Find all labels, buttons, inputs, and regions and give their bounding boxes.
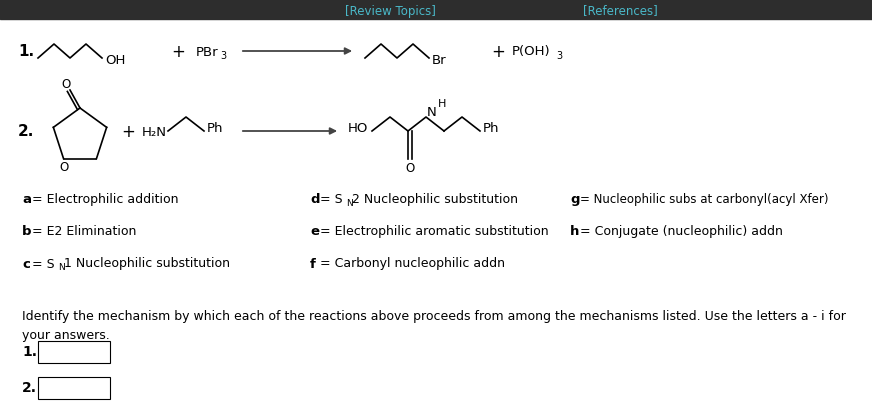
Text: Ph: Ph <box>483 122 500 135</box>
Text: g: g <box>570 193 580 206</box>
Text: Identify the mechanism by which each of the reactions above proceeds from among : Identify the mechanism by which each of … <box>22 309 846 341</box>
Text: 1.: 1. <box>22 344 37 358</box>
Text: P(OH): P(OH) <box>512 45 550 58</box>
Text: 3: 3 <box>556 51 562 61</box>
Text: 1 Nucleophilic substitution: 1 Nucleophilic substitution <box>64 257 230 270</box>
Text: f: f <box>310 257 316 270</box>
Text: 1.: 1. <box>18 45 34 59</box>
Text: e: e <box>310 225 319 238</box>
Text: = Electrophilic aromatic substitution: = Electrophilic aromatic substitution <box>320 225 548 238</box>
Text: b: b <box>22 225 31 238</box>
Text: O: O <box>59 161 68 174</box>
Text: = S: = S <box>320 193 343 206</box>
Text: = E2 Elimination: = E2 Elimination <box>32 225 136 238</box>
Text: a: a <box>22 193 31 206</box>
Text: h: h <box>570 225 579 238</box>
Text: Br: Br <box>432 54 446 67</box>
Text: = S: = S <box>32 257 55 270</box>
Text: = Conjugate (nucleophilic) addn: = Conjugate (nucleophilic) addn <box>580 225 783 238</box>
Text: c: c <box>22 257 30 270</box>
Text: PBr: PBr <box>196 45 219 58</box>
Text: [References]: [References] <box>582 4 657 18</box>
Text: O: O <box>61 77 71 90</box>
Text: O: O <box>405 162 414 175</box>
Text: H₂N: H₂N <box>142 125 167 138</box>
Text: = Electrophilic addition: = Electrophilic addition <box>32 193 179 206</box>
Text: H: H <box>438 99 446 109</box>
Bar <box>38 377 110 399</box>
Text: 2 Nucleophilic substitution: 2 Nucleophilic substitution <box>352 193 518 206</box>
Bar <box>0 0 872 20</box>
Text: 3: 3 <box>220 51 226 61</box>
Bar <box>38 341 110 363</box>
Text: +: + <box>121 123 135 141</box>
Text: +: + <box>171 43 185 61</box>
Text: OH: OH <box>105 54 126 67</box>
Text: N: N <box>346 199 353 208</box>
Text: 2.: 2. <box>18 124 34 139</box>
Text: = Carbonyl nucleophilic addn: = Carbonyl nucleophilic addn <box>320 257 505 270</box>
Text: = Nucleophilic subs at carbonyl(acyl Xfer): = Nucleophilic subs at carbonyl(acyl Xfe… <box>580 193 828 206</box>
Text: HO: HO <box>348 121 368 134</box>
Text: N: N <box>427 105 437 118</box>
Text: N: N <box>58 263 65 272</box>
Text: Ph: Ph <box>207 122 223 135</box>
Text: +: + <box>491 43 505 61</box>
Text: 2.: 2. <box>22 380 37 394</box>
Text: d: d <box>310 193 319 206</box>
Text: [Review Topics]: [Review Topics] <box>344 4 435 18</box>
